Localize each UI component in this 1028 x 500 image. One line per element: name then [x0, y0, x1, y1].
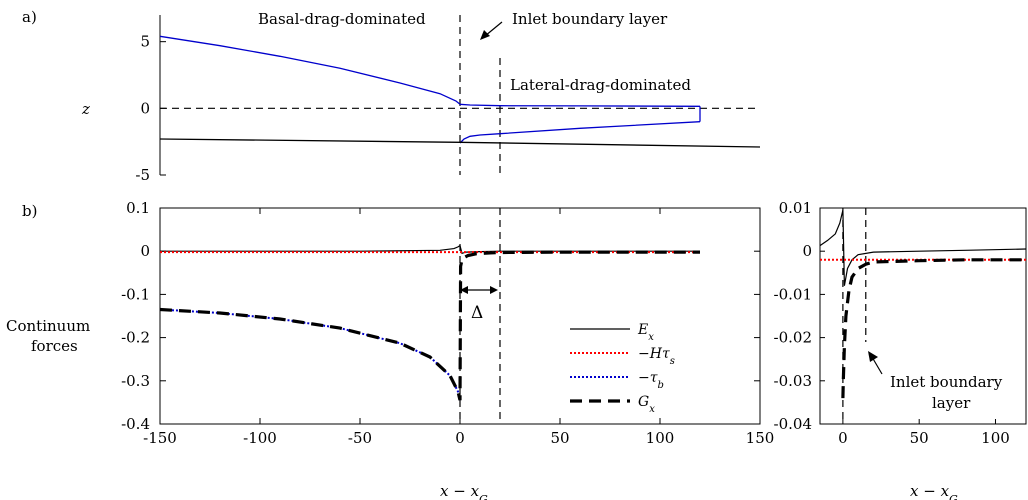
panel-c-annotation-line1: Inlet boundary	[890, 373, 1003, 391]
panel-a-series-line	[459, 103, 701, 107]
panel-c-xticks: 0 50 100	[838, 419, 1010, 447]
panel-b-label: b)	[22, 202, 37, 220]
arrow-inlet-c	[868, 351, 883, 375]
arrow-inlet-a	[480, 21, 503, 40]
panel-b-ytick-label: -0.1	[121, 285, 150, 303]
legend-label: Gx	[638, 394, 655, 415]
annotation-inlet-boundary: Inlet boundary layer	[512, 10, 668, 28]
panel-c-ytick-label: 0	[802, 242, 812, 260]
panel-b-series-b	[159, 308, 461, 401]
panel-c-ytick-label: -0.03	[774, 372, 812, 390]
delta-arrow	[460, 286, 498, 294]
delta-label: Δ	[471, 303, 483, 323]
panel-b: b) Continuum forces 0.1 0 -0.1 -0.2 -0.3 -0.4…	[6, 199, 774, 500]
legend-label: −Hτs	[638, 346, 675, 367]
panel-b-xtick-label: 150	[746, 429, 775, 447]
panel-c-annotation-line2: layer	[932, 394, 971, 412]
panel-b-xtick-label: -150	[143, 429, 177, 447]
panel-b-ytick-label: -0.4	[121, 415, 150, 433]
panel-a-ytick-label: -5	[135, 166, 150, 184]
panel-b-yticks: 0.1 0 -0.1 -0.2 -0.3 -0.4	[121, 199, 760, 433]
panel-b-ylabel-line1: Continuum	[6, 317, 90, 335]
panel-a-series-line	[459, 121, 701, 144]
panel-c-ytick-label: 0.01	[779, 199, 812, 217]
panel-b-xtick-label: -100	[243, 429, 277, 447]
panel-c-series-line	[841, 258, 1026, 399]
panel-a-series-line	[159, 35, 461, 105]
panel-c-axes-box	[819, 207, 1027, 425]
panel-c: 0.01 0 -0.01 -0.02 -0.03 -0.04 0 50 100 Inlet b…	[774, 199, 1027, 500]
panel-a-series	[159, 35, 761, 148]
panel-a-ytick-label: 5	[140, 33, 150, 51]
panel-b-xlabel: x − xG	[440, 482, 488, 500]
annotation-lateral-drag: Lateral-drag-dominated	[510, 76, 691, 94]
panel-b-series	[159, 244, 700, 401]
panel-b-xtick-label: 0	[455, 429, 465, 447]
panel-b-legend: Ex −Hτs −τb Gx	[570, 322, 675, 415]
legend-label: Ex	[637, 322, 654, 343]
panel-c-xtick-label: 50	[910, 429, 929, 447]
panel-c-ytick-label: -0.01	[774, 285, 812, 303]
panel-c-series	[819, 210, 1027, 399]
panel-b-xtick-label: -50	[348, 429, 372, 447]
panel-c-xlabel: x − xG	[910, 482, 958, 500]
panel-c-series-line	[819, 210, 1027, 286]
panel-b-ytick-label: -0.2	[121, 329, 150, 347]
panel-b-ytick-label: 0	[140, 242, 150, 260]
panel-c-ytick-label: -0.04	[774, 415, 812, 433]
panel-b-xtick-label: 100	[646, 429, 675, 447]
panel-c-xtick-label: 0	[838, 429, 848, 447]
panel-a-yticks: 5 0 -5	[135, 33, 166, 184]
panel-b-ytick-label: -0.3	[121, 372, 150, 390]
panel-b-xticks: -150 -100 -50 0 50 100 150	[143, 208, 774, 447]
panel-a: a) z 5 0 -5 Basal-drag-dominated Inlet bou…	[22, 8, 761, 184]
panel-c-xtick-label: 100	[981, 429, 1010, 447]
legend-label: −τb	[638, 370, 664, 391]
panel-a-series-line	[159, 138, 761, 148]
panel-b-series-gx	[159, 250, 700, 401]
panel-a-vlines	[459, 15, 501, 175]
panel-b-ylabel-line2: forces	[31, 337, 78, 355]
panel-c-ytick-label: -0.02	[774, 329, 812, 347]
annotation-basal-drag: Basal-drag-dominated	[258, 10, 426, 28]
panel-a-ytick-label: 0	[140, 99, 150, 117]
panel-a-label: a)	[22, 8, 37, 26]
panel-b-xtick-label: 50	[550, 429, 569, 447]
panel-a-ylabel: z	[81, 100, 90, 118]
panel-b-ytick-label: 0.1	[126, 199, 150, 217]
panel-c-yticks: 0.01 0 -0.01 -0.02 -0.03 -0.04	[774, 199, 825, 433]
